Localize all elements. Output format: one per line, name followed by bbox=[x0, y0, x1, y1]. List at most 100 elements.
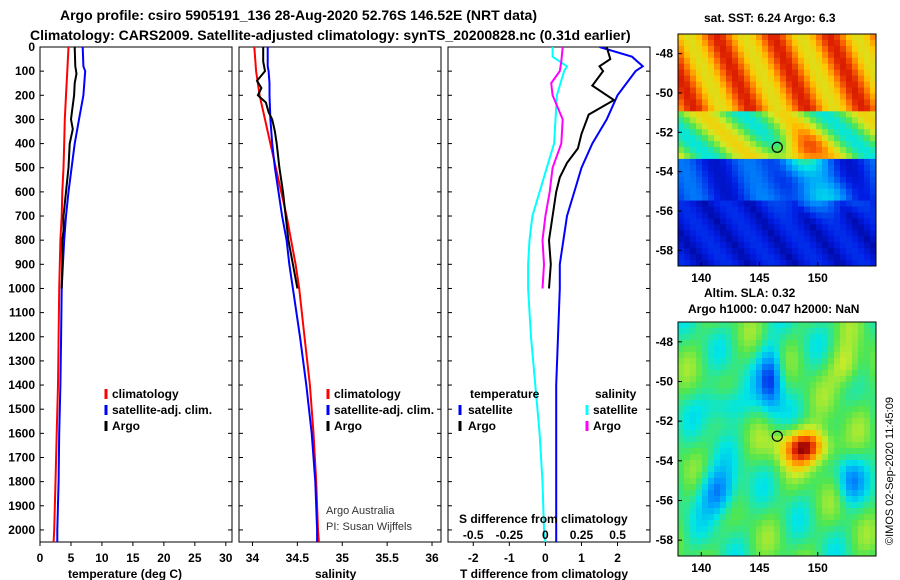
sla-map-panel: Altim. SLA: 0.32 Argo h1000: 0.047 h2000… bbox=[656, 286, 877, 575]
map-cell bbox=[696, 75, 703, 82]
map-cell bbox=[708, 34, 715, 41]
map-cell bbox=[804, 212, 811, 219]
depth-tick-label: 700 bbox=[15, 209, 35, 223]
map-cell bbox=[786, 45, 793, 53]
map-cell bbox=[858, 200, 865, 207]
map-cell bbox=[846, 412, 853, 419]
map-cell bbox=[834, 212, 841, 219]
map-cell bbox=[678, 406, 685, 413]
map-cell bbox=[720, 508, 727, 515]
map-cell bbox=[726, 39, 733, 47]
map-cell bbox=[786, 206, 793, 213]
legend-t-argo: Argo bbox=[468, 419, 496, 433]
map-cell bbox=[792, 376, 799, 383]
map-cell bbox=[834, 218, 841, 225]
map-cell bbox=[732, 442, 739, 449]
map-cell bbox=[828, 230, 835, 237]
map-cell bbox=[678, 99, 685, 106]
figure-title-line2: Climatology: CARS2009. Satellite-adjuste… bbox=[30, 27, 631, 43]
map-cell bbox=[804, 436, 811, 443]
map-cell bbox=[798, 424, 805, 431]
map-cell bbox=[732, 514, 739, 521]
map-cell bbox=[684, 454, 691, 461]
map-cell bbox=[678, 248, 685, 255]
map-cell bbox=[792, 51, 799, 59]
map-cell bbox=[828, 260, 835, 266]
map-cell bbox=[816, 260, 823, 266]
map-cell bbox=[858, 496, 865, 503]
map-cell bbox=[696, 472, 703, 479]
map-cell bbox=[756, 51, 763, 59]
map-cell bbox=[762, 87, 769, 94]
map-cell bbox=[714, 230, 721, 237]
map-cell bbox=[732, 218, 739, 225]
map-cell bbox=[714, 442, 721, 449]
map-cell bbox=[822, 382, 829, 389]
map-cell bbox=[840, 135, 847, 142]
map-cell bbox=[786, 39, 793, 47]
map-cell bbox=[816, 472, 823, 479]
map-cell bbox=[738, 490, 745, 497]
map-cell bbox=[804, 81, 811, 88]
map-cell bbox=[828, 526, 835, 533]
map-cell bbox=[726, 200, 733, 207]
map-cell bbox=[816, 230, 823, 237]
map-cell bbox=[702, 424, 709, 431]
map-cell bbox=[810, 45, 817, 53]
map-cell bbox=[738, 206, 745, 213]
map-cell bbox=[720, 206, 727, 213]
map-cell bbox=[720, 200, 727, 207]
map-latitude-label: -50 bbox=[656, 86, 674, 100]
map-cell bbox=[726, 248, 733, 255]
map-cell bbox=[840, 376, 847, 383]
map-cell bbox=[852, 224, 859, 231]
map-cell bbox=[864, 532, 871, 539]
map-cell bbox=[852, 164, 859, 172]
map-cell bbox=[756, 424, 763, 431]
map-cell bbox=[822, 340, 829, 347]
map-cell bbox=[762, 394, 769, 401]
map-cell bbox=[846, 484, 853, 491]
map-cell bbox=[834, 105, 841, 112]
map-cell bbox=[828, 105, 835, 112]
map-cell bbox=[804, 170, 811, 178]
map-cell bbox=[678, 394, 685, 401]
map-cell bbox=[708, 472, 715, 479]
map-cell bbox=[732, 129, 739, 136]
map-cell bbox=[792, 176, 799, 184]
map-cell bbox=[870, 532, 876, 539]
map-cell bbox=[870, 496, 876, 503]
map-cell bbox=[816, 152, 823, 160]
map-cell bbox=[768, 508, 775, 515]
map-cell bbox=[708, 117, 715, 124]
map-cell bbox=[792, 448, 799, 455]
map-cell bbox=[714, 472, 721, 479]
map-cell bbox=[714, 460, 721, 467]
map-cell bbox=[768, 212, 775, 219]
temperature-legend-satellite: satellite-adj. clim. bbox=[112, 403, 212, 417]
map-cell bbox=[858, 514, 865, 521]
map-cell bbox=[756, 123, 763, 130]
map-cell bbox=[690, 164, 697, 172]
map-cell bbox=[750, 87, 757, 94]
map-cell bbox=[864, 382, 871, 389]
map-cell bbox=[834, 526, 841, 533]
map-cell bbox=[864, 218, 871, 225]
map-cell bbox=[798, 254, 805, 261]
map-cell bbox=[744, 496, 751, 503]
map-cell bbox=[834, 394, 841, 401]
map-cell bbox=[822, 322, 829, 329]
map-cell bbox=[744, 442, 751, 449]
map-cell bbox=[696, 170, 703, 178]
map-cell bbox=[846, 544, 853, 551]
map-cell bbox=[864, 358, 871, 365]
map-cell bbox=[714, 141, 721, 148]
map-cell bbox=[726, 352, 733, 359]
map-cell bbox=[690, 51, 697, 59]
map-cell bbox=[744, 39, 751, 47]
map-cell bbox=[786, 51, 793, 59]
map-cell bbox=[816, 370, 823, 377]
map-cell bbox=[702, 188, 709, 196]
map-cell bbox=[774, 105, 781, 112]
map-cell bbox=[702, 376, 709, 383]
